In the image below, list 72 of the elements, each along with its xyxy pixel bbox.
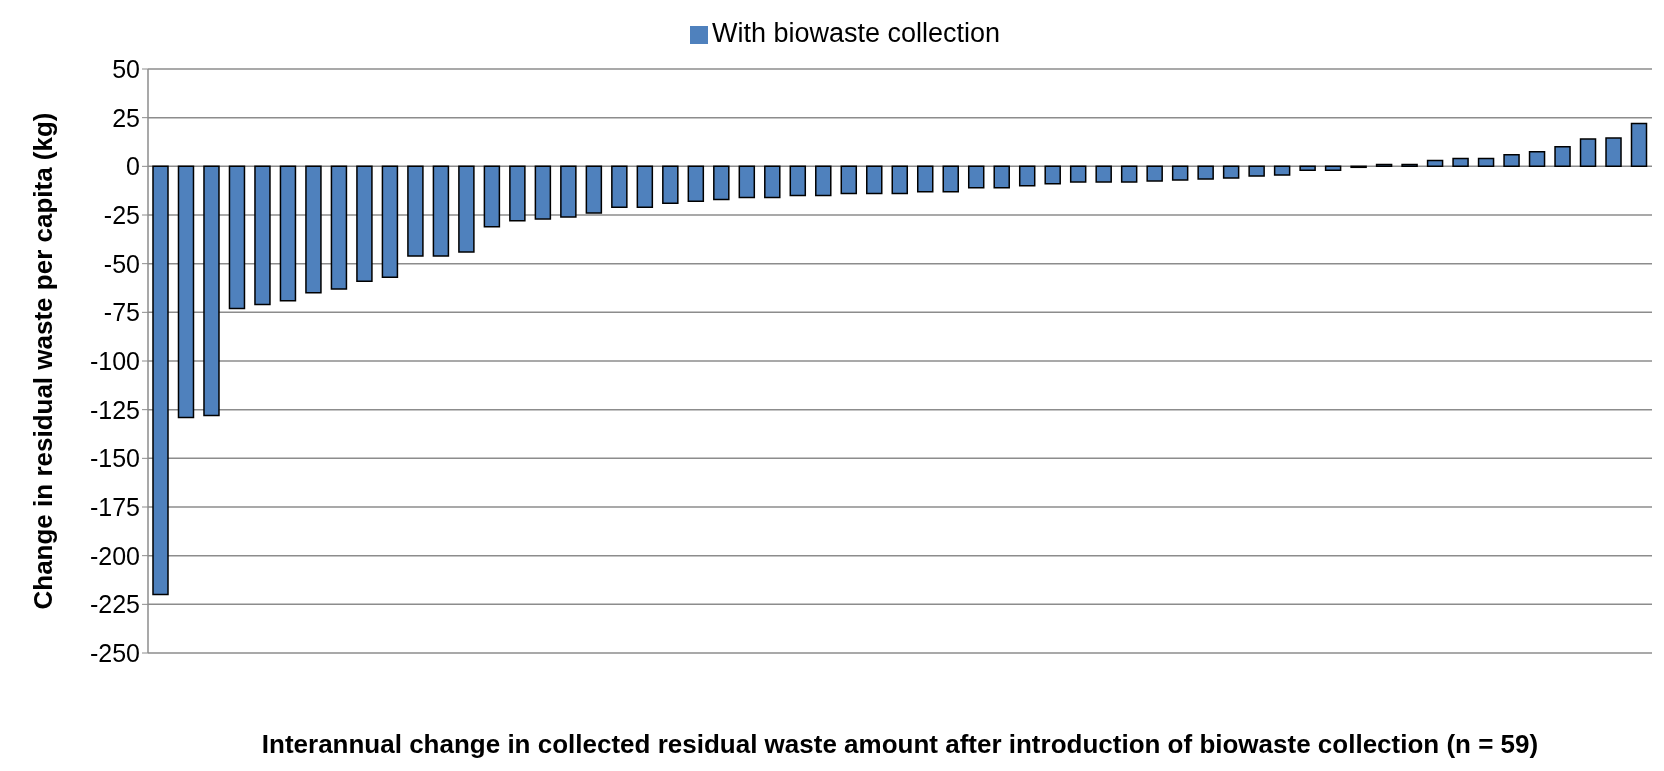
bar <box>1528 150 1546 168</box>
bar <box>203 165 220 417</box>
y-tick-label: -75 <box>103 298 140 327</box>
bar <box>432 165 450 257</box>
bar <box>840 165 858 195</box>
bar <box>509 165 526 222</box>
y-tick-label: -225 <box>89 590 140 619</box>
bar <box>1299 165 1316 171</box>
y-tick-label: -175 <box>89 492 140 521</box>
bar <box>636 165 654 208</box>
bar <box>993 165 1010 189</box>
bar <box>177 165 195 419</box>
y-tick-label: -100 <box>89 346 140 375</box>
bar <box>1630 122 1648 168</box>
bar <box>1503 153 1520 168</box>
bar <box>891 165 908 195</box>
bar <box>713 165 730 201</box>
bar <box>1554 146 1571 168</box>
bar <box>815 165 832 197</box>
bar <box>611 165 628 208</box>
bar <box>483 165 501 228</box>
bar <box>152 165 169 596</box>
bar <box>1248 165 1265 177</box>
bar <box>305 165 322 294</box>
bar <box>254 165 271 306</box>
bar <box>1095 165 1112 183</box>
y-tick-label: 25 <box>112 103 140 132</box>
y-tick-label: 0 <box>126 152 140 181</box>
bar <box>1222 165 1240 179</box>
y-tick-label: -50 <box>103 249 140 278</box>
y-tick-label: 50 <box>112 54 140 83</box>
bar <box>764 165 781 199</box>
bar <box>1273 165 1291 176</box>
bar <box>1477 157 1495 168</box>
bar <box>738 165 756 199</box>
bar <box>866 165 883 195</box>
bar <box>330 165 348 290</box>
bar <box>1018 165 1036 187</box>
bar <box>1579 138 1597 168</box>
bar <box>1044 165 1061 185</box>
bar <box>356 165 373 282</box>
y-tick-label: -25 <box>103 200 140 229</box>
bar <box>1605 137 1622 168</box>
bar <box>1120 165 1138 183</box>
bar <box>228 165 246 310</box>
y-tick-label: -150 <box>89 444 140 473</box>
y-tick-label: -200 <box>89 541 140 570</box>
bar <box>560 165 577 218</box>
bar <box>1324 165 1342 171</box>
bar <box>534 165 552 220</box>
legend-label: With biowaste collection <box>711 18 1001 48</box>
y-tick-label: -125 <box>89 395 140 424</box>
bar <box>1146 165 1163 182</box>
bar <box>381 165 399 279</box>
bar <box>407 165 424 257</box>
bar <box>1452 157 1469 168</box>
bar <box>789 165 807 197</box>
bar <box>967 165 985 189</box>
bar <box>279 165 297 302</box>
bar <box>1069 165 1087 183</box>
bar <box>687 165 705 203</box>
y-axis-title: Change in residual waste per capita (kg) <box>28 112 59 610</box>
bar <box>585 165 603 214</box>
bar <box>1171 165 1189 181</box>
bar <box>917 165 934 193</box>
bar <box>1426 159 1444 168</box>
bar <box>942 165 959 193</box>
y-tick-label: -250 <box>89 638 140 667</box>
bar <box>458 165 475 253</box>
bar <box>1197 165 1214 180</box>
bar <box>662 165 679 205</box>
x-axis-title: Interannual change in collected residual waste amount after introduction of biowaste collection (n = 59) <box>261 729 1539 759</box>
